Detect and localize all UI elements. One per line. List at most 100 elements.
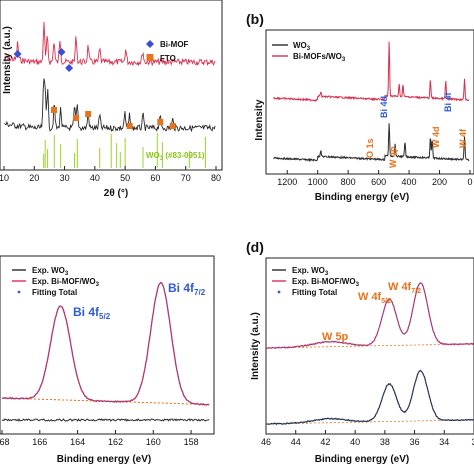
legend-fto-label: FTO [160, 54, 176, 63]
legend-c-fit-label: Fitting Total [32, 288, 77, 297]
panel-c-tick-label: 166 [32, 437, 47, 447]
panel-c-tick-label: 160 [146, 437, 161, 447]
panel-b-tick-label: 800 [341, 177, 356, 187]
fto-marker [126, 123, 133, 129]
panel-a-tick-label: 40 [90, 173, 100, 183]
bi-wo3-curve [1, 418, 210, 422]
panel-a-xticks: 10 20 30 40 50 60 70 80 [0, 166, 221, 183]
annotation-bi-4f: Bi 4f [443, 91, 453, 112]
bi-exp-curve [1, 281, 210, 406]
panel-c-xlabel: Binding energy (eV) [57, 454, 151, 465]
panel-a-phase-markers [13, 48, 176, 129]
panel-c-tick-label: 164 [70, 437, 85, 447]
panel-a-tick-label: 70 [181, 173, 191, 183]
panel-b-tick-label: 400 [402, 177, 417, 187]
bi-fit-total [2, 282, 210, 406]
panel-d-tick-label: 38 [380, 437, 390, 447]
panel-d-curves [265, 282, 474, 426]
panel-a-ylabel: Intensity (a.u.) [2, 26, 13, 94]
bimof-marker [13, 50, 22, 58]
panel-b-tick-label: 600 [371, 177, 386, 187]
w-fit-total-0 [266, 282, 474, 349]
legend-d-fit-label: Fitting Total [292, 288, 337, 297]
legend-bimof-marker [146, 40, 154, 48]
annotation-w-4f72: W 4f7/2 [388, 281, 421, 295]
panel-d-xticks: 46 44 42 40 38 36 34 3 [261, 430, 474, 447]
panel-c-curves [1, 281, 210, 422]
fto-marker [50, 107, 57, 113]
panel-c-xticks: 168 166 164 162 160 158 [0, 430, 199, 447]
fto-marker [157, 119, 164, 125]
annotation-bi-4f52: Bi 4f5/2 [73, 305, 111, 321]
panel-d-tick-label: 44 [291, 437, 301, 447]
fto-marker [169, 123, 176, 129]
annotation-bi-4d: Bi 4d [379, 96, 389, 118]
panel-b-tick-label: 0 [467, 177, 472, 187]
panel-d-tick-label: 40 [350, 437, 360, 447]
panel-d-label: (d) [246, 239, 264, 255]
bi-fit-component-0 [2, 305, 210, 405]
legend-d-fit-marker [277, 290, 281, 294]
panel-a: 10 20 30 40 50 60 70 80 2θ (°) Intensity (a.u.)… [0, 0, 223, 199]
panel-a-tick-label: 60 [150, 173, 160, 183]
panel-a-frame [0, 0, 223, 171]
legend-c-wo3-label: Exp. WO3 [32, 266, 69, 277]
panel-a-curves [4, 21, 216, 133]
panel-d-tick-label: 3 [471, 437, 474, 447]
panel-a-tick-label: 20 [29, 173, 39, 183]
panel-b-tick-label: 200 [432, 177, 447, 187]
panel-c-frame [0, 255, 215, 435]
legend-d-bimof-label: Exp. Bi-MOF/WO3 [292, 277, 360, 288]
bi-fit-component-1 [2, 282, 210, 405]
panel-d-frame [265, 257, 474, 435]
panel-d-tick-label: 46 [261, 437, 271, 447]
legend-wo3-label: WO3 [293, 41, 311, 52]
legend-c-fit-marker [17, 290, 21, 294]
xrd-curve-1 [4, 78, 216, 133]
w-fit-total-1 [266, 370, 474, 425]
panel-d-tick-label: 42 [320, 437, 330, 447]
panel-d-ylabel: Intensity (a.u.) [250, 312, 261, 380]
panel-a-tick-label: 30 [60, 173, 70, 183]
panel-d-tick-label: 34 [439, 437, 449, 447]
w-fit-baseline-0 [266, 343, 474, 349]
panel-b-tick-label: 1200 [277, 177, 297, 187]
legend-bimofs-label: Bi-MOFs/WO3 [293, 52, 346, 63]
annotation-w-4f52: W 4f5/2 [358, 291, 391, 305]
panel-c-tick-label: 162 [108, 437, 123, 447]
panel-a-tick-label: 80 [211, 173, 221, 183]
fto-marker [73, 115, 80, 121]
legend-bimof-label: Bi-MOF [160, 40, 189, 49]
panel-b-xlabel: Binding energy (eV) [315, 192, 409, 203]
panel-b-ylabel: Intensity [254, 99, 265, 141]
legend-fto-marker [146, 54, 154, 61]
panel-d: (d) 464442403836343 Binding energy (eV) … [246, 239, 474, 465]
survey-curve-1 [273, 41, 470, 102]
annotation-w-5p: W 5p [322, 331, 349, 343]
panel-a-reference-label: WO3 (#83-0951) [146, 151, 205, 162]
annotation-bi-4f72: Bi 4f7/2 [168, 281, 206, 297]
panel-b-frame [265, 29, 474, 175]
panel-b-curves [273, 41, 470, 163]
w-exp-curve-1 [265, 369, 474, 426]
legend-d-wo3-label: Exp. WO3 [292, 266, 329, 277]
fto-marker [85, 111, 92, 117]
panel-d-tick-label: 36 [410, 437, 420, 447]
annotation-w-4d: W 4d [431, 127, 441, 149]
xrd-curve-0 [4, 21, 216, 67]
panel-c: 168 166 164 162 160 158 Binding energy (eV) E… [0, 255, 215, 465]
panel-d-xlabel: Binding energy (eV) [315, 454, 409, 465]
annotation-w-4p: W 4p [388, 146, 398, 168]
w-fit-baseline-1 [266, 419, 474, 425]
legend-c-bimof-label: Exp. Bi-MOF/WO3 [32, 277, 100, 288]
annotation-o-1s: O 1s [365, 138, 375, 158]
bimof-marker [57, 48, 66, 56]
panel-b-tick-label: 1000 [308, 177, 328, 187]
survey-curve-0 [273, 123, 470, 163]
panel-b-xticks: 1200 1000 800 600 400 200 0 [277, 170, 473, 187]
panel-b: (b) 1200 1000 800 600 400 200 0 Binding energy… [246, 11, 474, 203]
panel-c-tick-label: 158 [184, 437, 199, 447]
panel-a-tick-label: 10 [0, 173, 9, 183]
bimof-marker [65, 64, 74, 72]
